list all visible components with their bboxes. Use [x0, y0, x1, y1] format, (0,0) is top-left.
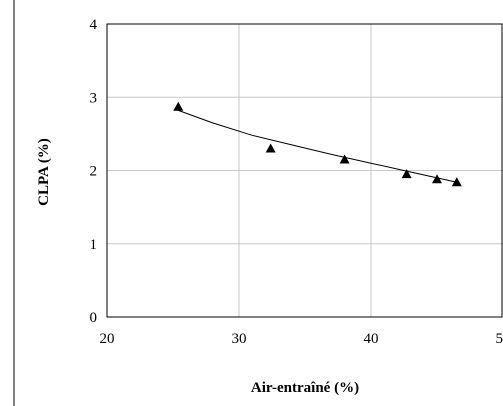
y-tick-label: 0	[90, 310, 98, 326]
data-point-triangle	[173, 101, 184, 111]
data-point-triangle	[265, 143, 276, 153]
y-tick-label: 1	[90, 237, 98, 253]
trend-line	[178, 109, 457, 183]
x-tick-label: 30	[232, 331, 247, 347]
data-markers	[173, 101, 462, 187]
x-tick-label: 20	[100, 331, 115, 347]
y-axis-title: CLPA (%)	[36, 138, 52, 206]
y-tick-labels: 0 1 2 3 4	[90, 17, 98, 326]
x-tick-label: 50	[496, 331, 503, 347]
data-point-triangle	[451, 177, 462, 187]
data-point-triangle	[339, 154, 350, 164]
y-tick-label: 3	[90, 90, 98, 106]
x-tick-label: 40	[364, 331, 379, 347]
horizontal-gridlines	[107, 96, 503, 245]
y-tick-label: 4	[90, 17, 98, 33]
data-point-triangle	[432, 174, 442, 184]
x-axis-title: Air-entraîné (%)	[251, 380, 359, 396]
plot-frame	[106, 23, 503, 318]
data-point-triangle	[401, 169, 412, 179]
x-tick-labels: 20 30 40 50	[100, 331, 503, 347]
y-tick-label: 2	[90, 164, 98, 180]
